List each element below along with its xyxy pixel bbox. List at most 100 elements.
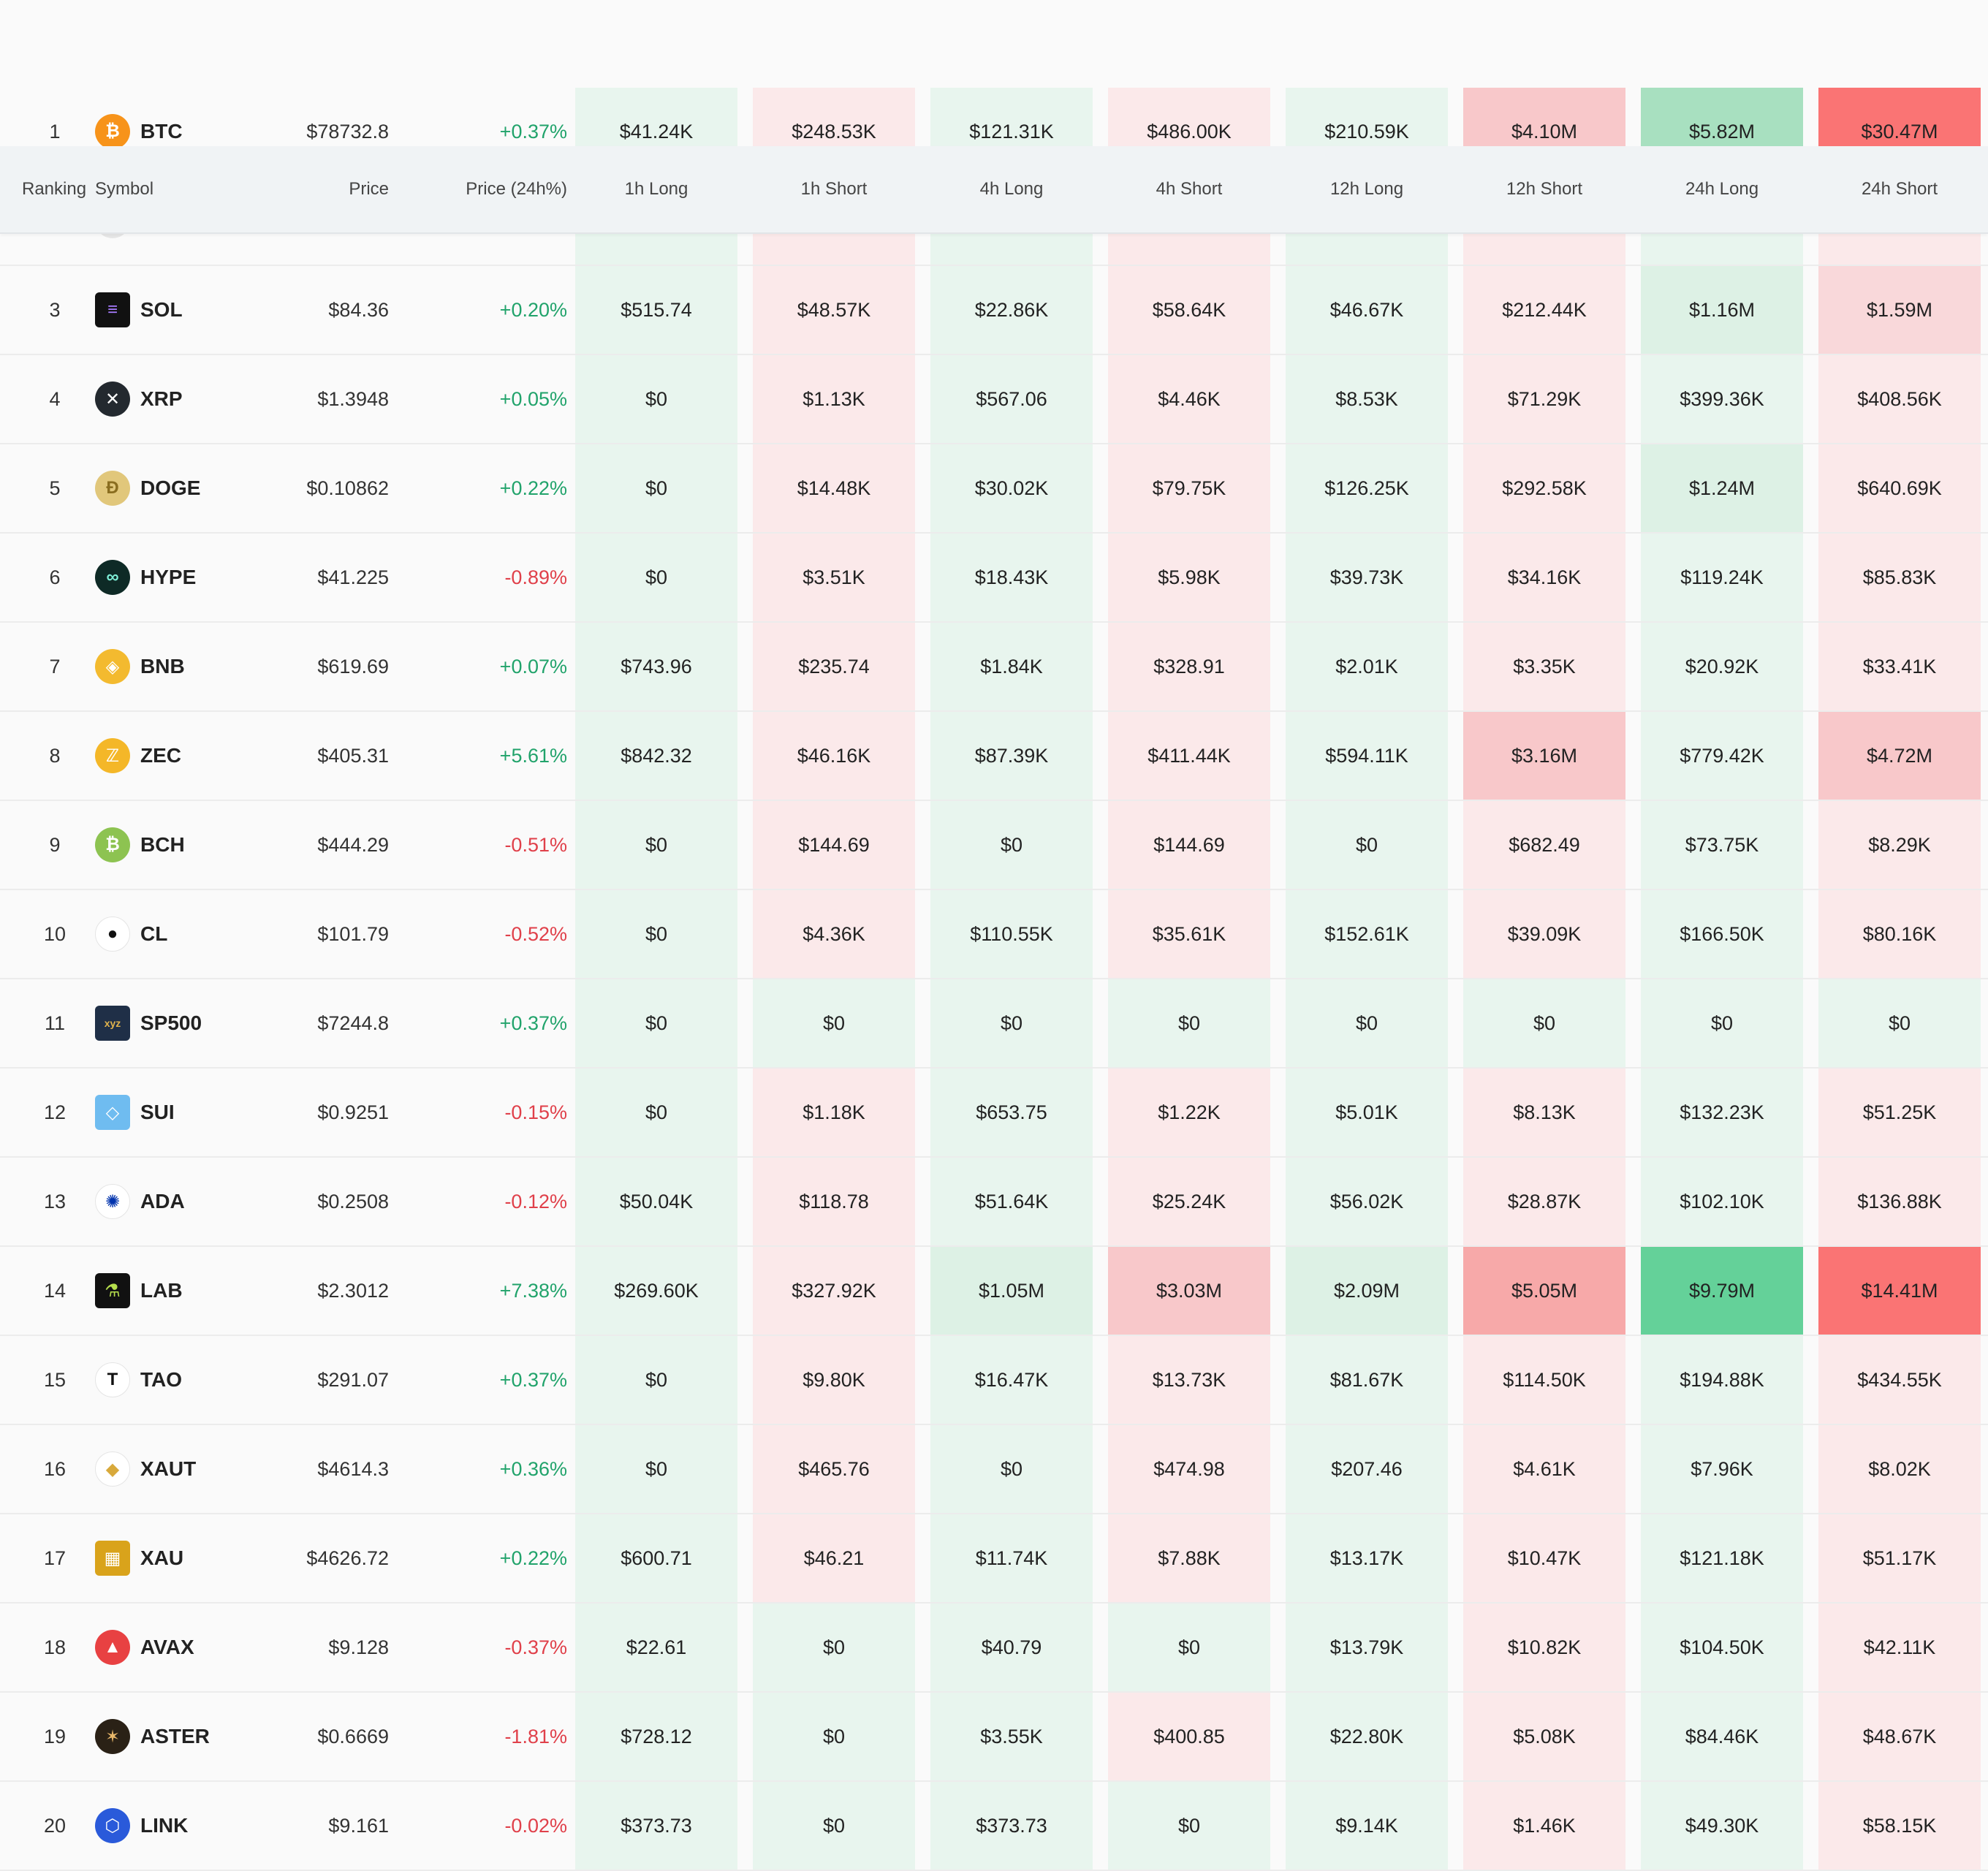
symbol-cell[interactable]: xyz SP500	[95, 979, 270, 1067]
table-row[interactable]: $0 $14.48K $30.02K $79.75K $126.25K $292.58K $…	[0, 444, 1988, 534]
symbol-cell[interactable]: ▦ XAU	[95, 1514, 270, 1602]
cell-h1-short: $4.36K	[753, 890, 915, 978]
table-row[interactable]: $22.61 $0 $40.79 $0 $13.79K $10.82K $104.50K $4…	[0, 1604, 1988, 1693]
table-row[interactable]: $269.60K $327.92K $1.05M $3.03M $2.09M $5.05M…	[0, 1247, 1988, 1336]
xaut-icon: ◆	[95, 1451, 130, 1487]
table-row[interactable]: $0 $144.69 $0 $144.69 $0 $682.49 $73.75K $8.29K…	[0, 801, 1988, 890]
symbol-cell[interactable]: ✶ ASTER	[95, 1693, 270, 1780]
cell-h24-short: $51.25K	[1818, 1069, 1981, 1156]
table-row[interactable]: $0 $1.18K $653.75 $1.22K $5.01K $8.13K $132.23…	[0, 1069, 1988, 1158]
cell-h1-long: $373.73	[575, 1782, 737, 1870]
table-row[interactable]: $0 $1.13K $567.06 $4.46K $8.53K $71.29K $399.3…	[0, 355, 1988, 444]
symbol-label[interactable]: BTC	[140, 120, 183, 143]
header-24h-short[interactable]: 24h Short	[1861, 179, 1938, 199]
cell-h1-long: $842.32	[575, 712, 737, 800]
symbol-label[interactable]: DOGE	[140, 477, 201, 499]
table-row[interactable]: $0 $0 $0 $0 $0 $0 $0 $0 11 xyz SP500 $7244.8 +0.37%	[0, 979, 1988, 1069]
symbol-label[interactable]: AVAX	[140, 1636, 194, 1658]
cell-h24-short: $434.55K	[1818, 1336, 1981, 1424]
header-12h-short[interactable]: 12h Short	[1506, 179, 1583, 199]
symbol-cell[interactable]: ◈ BNB	[95, 623, 270, 710]
symbol-label[interactable]: SOL	[140, 298, 183, 321]
cell-h24-long: $1.24M	[1641, 444, 1803, 532]
cell-h4-long: $22.86K	[930, 266, 1093, 354]
price-change-value: +0.05%	[499, 387, 567, 410]
price-value: $444.29	[317, 833, 389, 856]
symbol-label[interactable]: ADA	[140, 1190, 185, 1212]
table-row[interactable]: $0 $465.76 $0 $474.98 $207.46 $4.61K $7.96K $8.…	[0, 1425, 1988, 1514]
symbol-label[interactable]: XAUT	[140, 1457, 197, 1480]
cell-h12-long: $0	[1286, 801, 1448, 889]
symbol-cell[interactable]: ₿ BCH	[95, 801, 270, 889]
table-row[interactable]: $50.04K $118.78 $51.64K $25.24K $56.02K $28.8…	[0, 1158, 1988, 1247]
symbol-label[interactable]: CL	[140, 922, 168, 945]
table-row[interactable]: $842.32 $46.16K $87.39K $411.44K $594.11K $3.…	[0, 712, 1988, 801]
table-row[interactable]: $0 $4.36K $110.55K $35.61K $152.61K $39.09K $1…	[0, 890, 1988, 979]
table-row[interactable]: $41.24K $248.53K $121.31K $486.00K $210.59K $…	[0, 88, 1988, 177]
cell-h12-short: $5.08K	[1463, 1693, 1625, 1780]
ada-icon: ✺	[95, 1184, 130, 1219]
symbol-cell[interactable]: ✺ ADA	[95, 1158, 270, 1245]
symbol-label[interactable]: BCH	[140, 833, 185, 856]
cell-h1-long: $0	[575, 890, 737, 978]
symbol-label[interactable]: SUI	[140, 1101, 175, 1123]
header-1h-long[interactable]: 1h Long	[624, 179, 688, 199]
symbol-label[interactable]: XRP	[140, 387, 183, 410]
doge-icon: Ð	[95, 471, 130, 506]
cell-h12-short: $114.50K	[1463, 1336, 1625, 1424]
header-price-change[interactable]: Price (24h%)	[466, 179, 567, 199]
table-row[interactable]: $743.96 $235.74 $1.84K $328.91 $2.01K $3.35K $…	[0, 623, 1988, 712]
symbol-cell[interactable]: Ð DOGE	[95, 444, 270, 532]
symbol-label[interactable]: LINK	[140, 1814, 189, 1837]
price-change-value: -0.37%	[504, 1636, 567, 1658]
cell-h24-long: $1.16M	[1641, 266, 1803, 354]
symbol-cell[interactable]: ₿ BTC	[95, 88, 270, 175]
symbol-cell[interactable]: ● CL	[95, 890, 270, 978]
symbol-cell[interactable]: ℤ ZEC	[95, 712, 270, 800]
cell-h12-short: $71.29K	[1463, 355, 1625, 443]
header-symbol[interactable]: Symbol	[95, 179, 154, 199]
price-change-value: -0.02%	[504, 1814, 567, 1837]
cell-h1-short: $3.51K	[753, 534, 915, 621]
header-1h-short[interactable]: 1h Short	[800, 179, 868, 199]
header-4h-short[interactable]: 4h Short	[1156, 179, 1223, 199]
cell-h24-long: $7.96K	[1641, 1425, 1803, 1513]
header-price[interactable]: Price	[349, 179, 389, 199]
symbol-cell[interactable]: ≡ SOL	[95, 266, 270, 354]
symbol-label[interactable]: BNB	[140, 655, 185, 678]
header-12h-long[interactable]: 12h Long	[1329, 179, 1404, 199]
rank-number: 8	[49, 744, 61, 767]
symbol-cell[interactable]: ▲ AVAX	[95, 1604, 270, 1691]
header-ranking[interactable]: Ranking	[22, 179, 87, 199]
table-row[interactable]: $600.71 $46.21 $11.74K $7.88K $13.17K $10.47K…	[0, 1514, 1988, 1604]
table-row[interactable]: $728.12 $0 $3.55K $400.85 $22.80K $5.08K $84.4…	[0, 1693, 1988, 1782]
symbol-cell[interactable]: ✕ XRP	[95, 355, 270, 443]
cell-h12-long: $46.67K	[1286, 266, 1448, 354]
symbol-label[interactable]: LAB	[140, 1279, 183, 1302]
header-4h-long[interactable]: 4h Long	[979, 179, 1044, 199]
symbol-cell[interactable]: ◆ XAUT	[95, 1425, 270, 1513]
cell-h12-short: $4.61K	[1463, 1425, 1625, 1513]
symbol-label[interactable]: SP500	[140, 1012, 202, 1034]
sui-icon: ◇	[95, 1095, 130, 1130]
table-row[interactable]: $373.73 $0 $373.73 $0 $9.14K $1.46K $49.30K $58…	[0, 1782, 1988, 1871]
xyz-icon: xyz	[95, 1006, 130, 1041]
symbol-label[interactable]: HYPE	[140, 566, 197, 588]
symbol-cell[interactable]: ∞ HYPE	[95, 534, 270, 621]
symbol-label[interactable]: ASTER	[140, 1725, 210, 1747]
table-row[interactable]: $0 $9.80K $16.47K $13.73K $81.67K $114.50K $19…	[0, 1336, 1988, 1425]
cell-h12-long: $152.61K	[1286, 890, 1448, 978]
cell-h24-short: $58.15K	[1818, 1782, 1981, 1870]
symbol-label[interactable]: ZEC	[140, 744, 181, 767]
symbol-cell[interactable]: ◇ SUI	[95, 1069, 270, 1156]
cell-h24-short: $85.83K	[1818, 534, 1981, 621]
price-change-value: -0.51%	[504, 833, 567, 856]
symbol-label[interactable]: TAO	[140, 1368, 183, 1391]
symbol-cell[interactable]: ⬡ LINK	[95, 1782, 270, 1870]
table-row[interactable]: $515.74 $48.57K $22.86K $58.64K $46.67K $212.…	[0, 266, 1988, 355]
symbol-cell[interactable]: ⚗ LAB	[95, 1247, 270, 1335]
table-row[interactable]: $0 $3.51K $18.43K $5.98K $39.73K $34.16K $119.…	[0, 534, 1988, 623]
header-24h-long[interactable]: 24h Long	[1685, 179, 1759, 199]
symbol-cell[interactable]: T TAO	[95, 1336, 270, 1424]
symbol-label[interactable]: XAU	[140, 1546, 184, 1569]
